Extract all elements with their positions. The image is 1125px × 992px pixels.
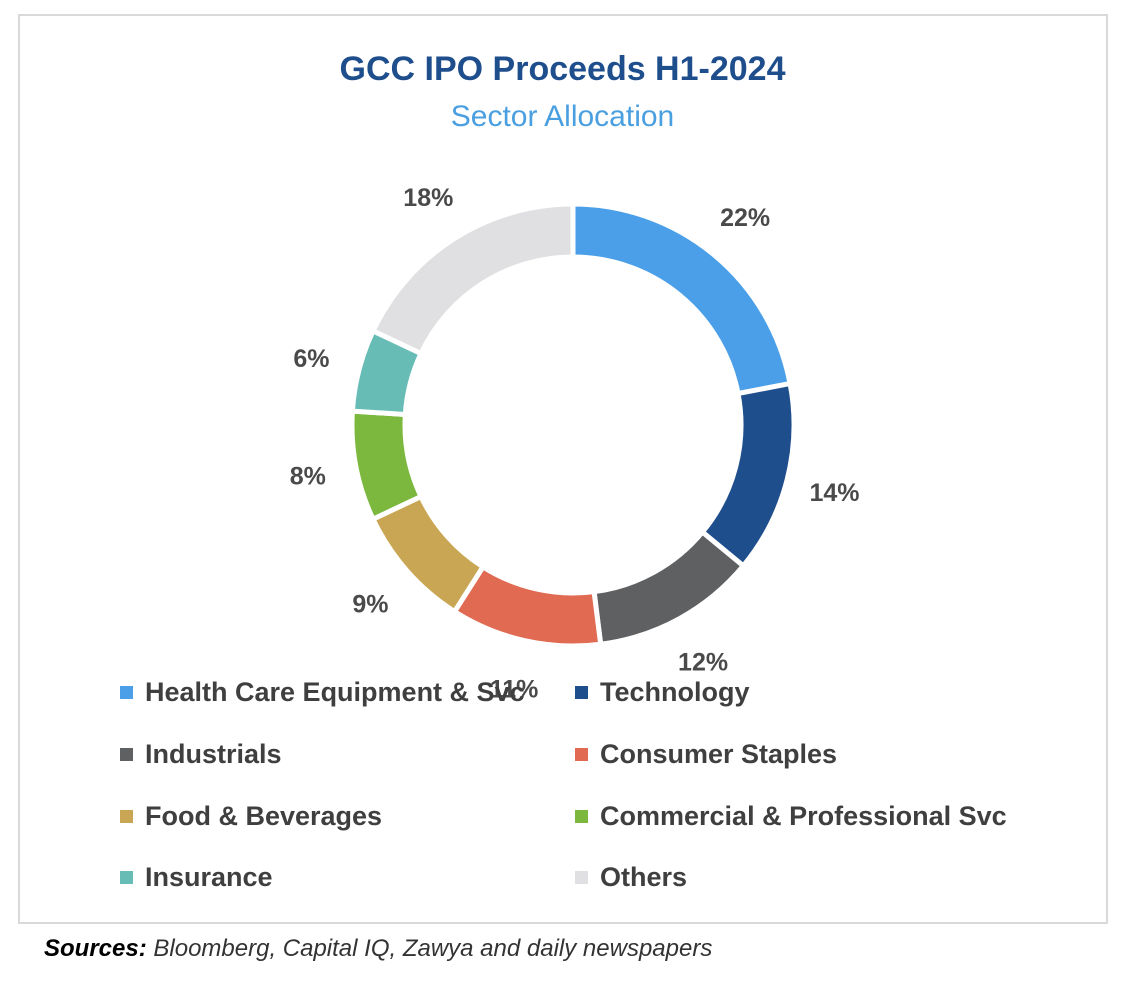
legend-item-1: Health Care Equipment & Svc: [120, 677, 525, 708]
legend-swatch: [120, 871, 133, 884]
donut-slice-8: [369, 201, 576, 357]
donut-slice-1: [570, 201, 794, 397]
legend-label: Commercial & Professional Svc: [600, 801, 1007, 831]
donut-slice-2: [698, 380, 797, 570]
legend-swatch: [120, 686, 133, 699]
legend-item-6: Commercial & Professional Svc: [575, 801, 1007, 832]
legend-swatch: [575, 810, 588, 823]
legend-swatch: [575, 748, 588, 761]
chart-frame: [18, 14, 1108, 924]
legend-label: Insurance: [145, 862, 273, 892]
chart-title: GCC IPO Proceeds H1-2024: [339, 50, 786, 88]
legend-item-2: Technology: [575, 677, 750, 708]
donut-slice-3: [591, 528, 747, 648]
sources-note: Sources: Bloomberg, Capital IQ, Zawya an…: [44, 935, 712, 963]
legend-item-8: Others: [575, 862, 687, 893]
sources-label: Sources:: [44, 935, 147, 962]
legend-swatch: [120, 810, 133, 823]
chart-subtitle: Sector Allocation: [450, 100, 675, 133]
legend-swatch: [120, 748, 133, 761]
data-label-7: 6%: [293, 345, 329, 373]
legend-label: Health Care Equipment & Svc: [145, 677, 525, 707]
data-label-6: 8%: [290, 463, 326, 491]
legend-label: Industrials: [145, 739, 282, 769]
data-label-4: 11%: [490, 675, 539, 703]
legend-label: Others: [600, 862, 688, 892]
legend-item-5: Food & Beverages: [120, 801, 382, 832]
legend-item-4: Consumer Staples: [575, 739, 837, 770]
data-label-3: 12%: [678, 649, 728, 677]
legend-item-7: Insurance: [120, 862, 273, 893]
data-label-8: 18%: [403, 184, 453, 212]
sources-text: Bloomberg, Capital IQ, Zawya and daily n…: [153, 935, 713, 962]
legend-label: Food & Beverages: [145, 801, 383, 831]
legend-label: Consumer Staples: [600, 739, 838, 769]
data-label-2: 14%: [809, 479, 859, 507]
data-label-1: 22%: [720, 204, 770, 232]
legend-swatch: [575, 686, 588, 699]
legend-label: Technology: [600, 677, 750, 707]
data-label-5: 9%: [352, 591, 388, 619]
legend-swatch: [575, 871, 588, 884]
donut-slice-6: [349, 408, 425, 523]
legend-item-3: Industrials: [120, 739, 282, 770]
